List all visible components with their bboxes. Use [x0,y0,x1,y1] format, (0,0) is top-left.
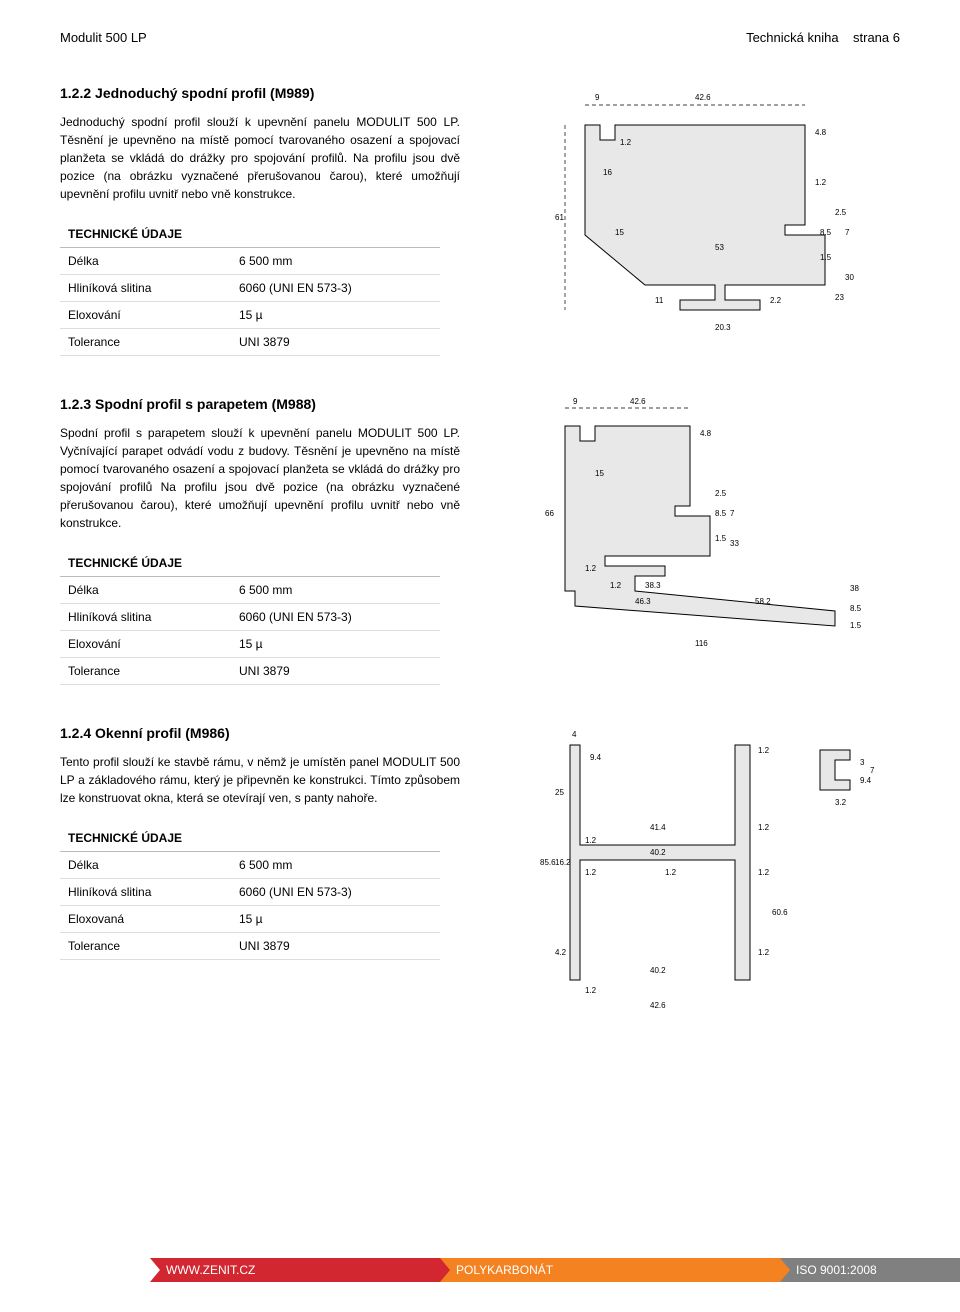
footer-blank [0,1258,150,1282]
svg-text:1.5: 1.5 [715,534,727,543]
svg-text:1.2: 1.2 [665,868,677,877]
svg-text:7: 7 [845,228,850,237]
svg-text:8.5: 8.5 [715,509,727,518]
body-m986: Tento profil slouží ke stavbě rámu, v ně… [60,753,460,807]
diagram-m989: 9 42.6 1.2 4.8 16 1.2 2.5 61 15 8.5 7 53… [490,85,900,345]
svg-text:8.5: 8.5 [820,228,832,237]
table-row: Eloxování15 µ [60,631,440,658]
svg-text:41.4: 41.4 [650,823,666,832]
heading-m986: 1.2.4 Okenní profil (M986) [60,725,460,741]
table-row: ToleranceUNI 3879 [60,329,440,356]
footer-bar: WWW.ZENIT.CZ POLYKARBONÁT ISO 9001:2008 [0,1258,960,1282]
svg-text:1.2: 1.2 [585,986,597,995]
svg-text:30: 30 [845,273,854,282]
svg-text:16: 16 [603,168,612,177]
heading-m988: 1.2.3 Spodní profil s parapetem (M988) [60,396,460,412]
svg-text:16.2: 16.2 [555,858,571,867]
svg-text:46.3: 46.3 [635,597,651,606]
spec-title: TECHNICKÉ ÚDAJE [60,825,440,852]
svg-text:4.8: 4.8 [700,429,712,438]
product-name: Modulit 500 LP [60,30,147,45]
doc-page: Technická kniha strana 6 [746,30,900,45]
svg-text:7: 7 [730,509,735,518]
table-row: Eloxování15 µ [60,302,440,329]
svg-text:40.2: 40.2 [650,848,666,857]
footer-product-line: POLYKARBONÁT [440,1258,780,1282]
svg-text:9.4: 9.4 [590,753,602,762]
table-row: Délka6 500 mm [60,248,440,275]
svg-text:4.8: 4.8 [815,128,827,137]
svg-text:4.2: 4.2 [555,948,567,957]
section-m988: 1.2.3 Spodní profil s parapetem (M988) S… [60,396,900,685]
spec-title: TECHNICKÉ ÚDAJE [60,550,440,577]
table-row: ToleranceUNI 3879 [60,933,440,960]
svg-text:1.2: 1.2 [585,836,597,845]
svg-text:3.2: 3.2 [835,798,847,807]
svg-text:116: 116 [695,639,708,648]
section-m989: 1.2.2 Jednoduchý spodní profil (M989) Je… [60,85,900,356]
svg-text:1.5: 1.5 [850,621,862,630]
diagram-m988: 9 42.6 4.8 15 2.5 66 8.5 7 1.5 33 1.2 1.… [490,396,900,656]
svg-text:53: 53 [715,243,724,252]
svg-text:15: 15 [615,228,624,237]
section-m986: 1.2.4 Okenní profil (M986) Tento profil … [60,725,900,1015]
svg-text:7: 7 [870,766,875,775]
svg-text:42.6: 42.6 [630,397,646,406]
svg-text:3: 3 [860,758,865,767]
svg-text:11: 11 [655,296,664,305]
svg-text:38: 38 [850,584,859,593]
svg-text:85.6: 85.6 [540,858,556,867]
svg-text:1.2: 1.2 [758,823,770,832]
diagram-m986: 4 1.2 9.4 25 3 7 9.4 41.4 1.2 3.2 1.2 40… [490,725,900,1015]
svg-text:9: 9 [595,93,600,102]
svg-text:1.2: 1.2 [585,564,597,573]
svg-text:4: 4 [572,730,577,739]
table-row: Eloxovaná15 µ [60,906,440,933]
table-row: Hliníková slitina6060 (UNI EN 573-3) [60,275,440,302]
spec-table-m989: TECHNICKÉ ÚDAJE Délka6 500 mm Hliníková … [60,221,440,356]
svg-text:9: 9 [573,397,578,406]
svg-text:60.6: 60.6 [772,908,788,917]
svg-text:1.2: 1.2 [610,581,622,590]
table-row: Hliníková slitina6060 (UNI EN 573-3) [60,604,440,631]
spec-table-m986: TECHNICKÉ ÚDAJE Délka6 500 mm Hliníková … [60,825,440,960]
svg-text:1.2: 1.2 [620,138,632,147]
svg-text:42.6: 42.6 [650,1001,666,1010]
svg-text:42.6: 42.6 [695,93,711,102]
svg-text:8.5: 8.5 [850,604,862,613]
svg-text:58.2: 58.2 [755,597,771,606]
svg-text:15: 15 [595,469,604,478]
svg-text:23: 23 [835,293,844,302]
svg-text:66: 66 [545,509,554,518]
footer-iso: ISO 9001:2008 [780,1258,960,1282]
table-row: Hliníková slitina6060 (UNI EN 573-3) [60,879,440,906]
svg-text:2.5: 2.5 [835,208,847,217]
svg-text:1.2: 1.2 [815,178,827,187]
svg-text:25: 25 [555,788,564,797]
svg-text:1.5: 1.5 [820,253,832,262]
svg-text:33: 33 [730,539,739,548]
svg-text:2.5: 2.5 [715,489,727,498]
heading-m989: 1.2.2 Jednoduchý spodní profil (M989) [60,85,460,101]
body-m989: Jednoduchý spodní profil slouží k upevně… [60,113,460,203]
spec-table-m988: TECHNICKÉ ÚDAJE Délka6 500 mm Hliníková … [60,550,440,685]
footer-url: WWW.ZENIT.CZ [150,1258,440,1282]
table-row: Délka6 500 mm [60,852,440,879]
svg-text:40.2: 40.2 [650,966,666,975]
svg-text:1.2: 1.2 [758,948,770,957]
table-row: Délka6 500 mm [60,577,440,604]
spec-title: TECHNICKÉ ÚDAJE [60,221,440,248]
svg-text:38.3: 38.3 [645,581,661,590]
svg-text:1.2: 1.2 [758,868,770,877]
svg-text:20.3: 20.3 [715,323,731,332]
svg-text:9.4: 9.4 [860,776,872,785]
page-header: Modulit 500 LP Technická kniha strana 6 [60,30,900,45]
table-row: ToleranceUNI 3879 [60,658,440,685]
svg-text:61: 61 [555,213,564,222]
svg-text:2.2: 2.2 [770,296,782,305]
body-m988: Spodní profil s parapetem slouží k upevn… [60,424,460,532]
svg-text:1.2: 1.2 [758,746,770,755]
svg-text:1.2: 1.2 [585,868,597,877]
